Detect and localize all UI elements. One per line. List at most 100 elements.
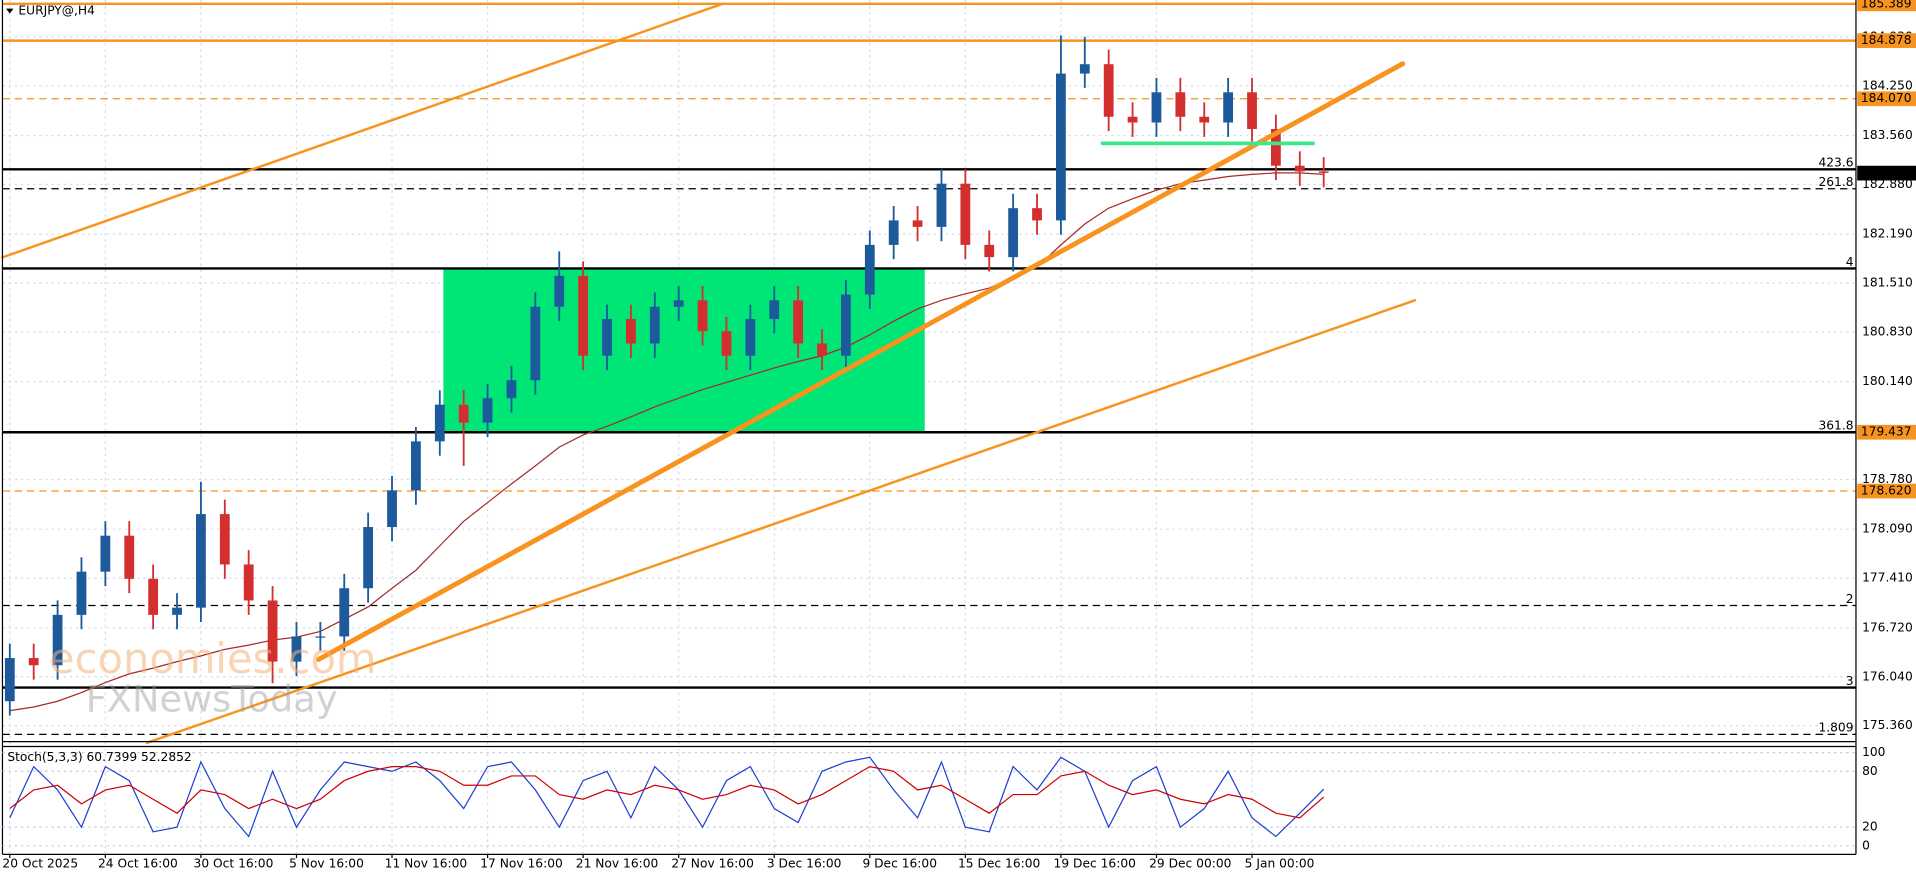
candle-body: [1294, 165, 1305, 172]
level-tag: 3: [1846, 674, 1854, 688]
candle-body: [554, 275, 565, 307]
candle-body: [721, 331, 732, 356]
y-tick-label: 180.830: [1862, 324, 1913, 338]
price-box: [1857, 91, 1916, 107]
x-tick-label: 30 Oct 16:00: [194, 857, 274, 871]
candle-body: [411, 441, 421, 491]
y-tick-label: 180.140: [1862, 374, 1913, 388]
candle-body: [626, 319, 636, 344]
y-tick-label: 177.410: [1862, 571, 1913, 585]
candle-body: [76, 571, 87, 615]
price-box-label: 179.437: [1861, 425, 1912, 439]
candle-body: [1103, 64, 1114, 117]
y-tick-label: 181.510: [1862, 276, 1913, 290]
candle-body: [315, 636, 326, 638]
x-tick-label: 20 Oct 2025: [2, 857, 78, 871]
level-tag: 361.8: [1818, 419, 1853, 433]
candle-body: [28, 658, 39, 666]
x-tick-label: 19 Dec 16:00: [1054, 857, 1136, 871]
candle-body: [1199, 116, 1210, 123]
y-tick-label: 0: [1862, 838, 1870, 852]
candle-body: [1223, 92, 1234, 123]
candle-body: [243, 564, 254, 601]
price-box-label: 178.620: [1861, 484, 1912, 498]
x-tick-label: 27 Nov 16:00: [671, 857, 754, 871]
candle-body: [387, 490, 397, 528]
x-tick-label: 15 Dec 16:00: [958, 857, 1040, 871]
y-tick-label: 20: [1862, 820, 1878, 834]
y-tick-label: 184.250: [1862, 78, 1913, 92]
candle-body: [1056, 73, 1066, 221]
candle-body: [673, 300, 684, 307]
candle-body: [52, 614, 63, 666]
candle-body: [1127, 116, 1138, 123]
x-tick-label: 24 Oct 16:00: [98, 857, 178, 871]
candle-body: [888, 220, 899, 245]
candle-body: [1247, 92, 1257, 129]
chart-title: EURJPY@,H4: [18, 4, 95, 18]
price-box: [1857, 33, 1916, 48]
price-box-label: 183.037: [1861, 166, 1912, 180]
candle-body: [530, 306, 541, 381]
x-tick-label: 5 Nov 16:00: [289, 857, 364, 871]
y-tick-label: 178.780: [1862, 472, 1913, 486]
trendline: [315, 61, 1406, 662]
moving-average: [9, 172, 1324, 712]
candle-body: [506, 380, 517, 399]
level-tag: 261.8: [1818, 175, 1853, 189]
x-tick-label: 17 Nov 16:00: [480, 857, 563, 871]
price-box: [1857, 483, 1916, 499]
candle-body: [100, 535, 111, 572]
candle-body: [219, 514, 230, 565]
candle-body: [434, 404, 445, 442]
candle-body: [769, 300, 780, 320]
y-tick-label: 178.090: [1862, 522, 1913, 536]
price-box: [1857, 424, 1916, 440]
candle-body: [841, 294, 851, 356]
candle-body: [291, 636, 302, 662]
candle-body: [864, 244, 875, 295]
price-box-label: 185.389: [1861, 0, 1912, 10]
x-tick-label: 29 Dec 00:00: [1149, 857, 1231, 871]
candle-body: [936, 183, 947, 227]
candle-body: [649, 306, 660, 344]
x-tick-label: 5 Jan 00:00: [1245, 857, 1315, 871]
y-tick-label: 176.040: [1862, 669, 1913, 683]
price-box-label: 184.878: [1861, 33, 1912, 47]
price-box-label: 184.070: [1861, 91, 1912, 105]
candle-body: [1008, 208, 1019, 258]
candle-body: [697, 300, 708, 332]
y-tick-label: 182.190: [1862, 227, 1913, 241]
indicator-line: [9, 765, 1325, 819]
candle-body: [817, 343, 827, 356]
candle-body: [4, 658, 15, 702]
price-box: [1857, 165, 1916, 181]
candle-body: [1032, 208, 1042, 221]
trendline: [145, 299, 1417, 745]
candle-body: [1151, 92, 1162, 123]
level-tag: 2: [1846, 592, 1854, 606]
candle-body: [196, 514, 206, 608]
candle-body: [912, 220, 923, 227]
candle-body: [458, 404, 469, 423]
candle-body: [1175, 92, 1186, 117]
y-tick-label: 176.720: [1862, 620, 1913, 634]
watermark: economies.com: [49, 634, 377, 683]
candle-body: [1318, 171, 1329, 173]
indicator-line: [9, 756, 1325, 838]
menu-triangle: [6, 8, 14, 14]
candle-body: [578, 275, 589, 356]
y-tick-label: 175.360: [1862, 718, 1913, 732]
candle-body: [1271, 128, 1281, 166]
price-box: [1857, 0, 1916, 12]
level-tag: 423.6: [1818, 156, 1853, 170]
x-tick-label: 21 Nov 16:00: [576, 857, 659, 871]
x-tick-label: 3 Dec 16:00: [767, 857, 842, 871]
candle-body: [984, 244, 995, 258]
y-tick-label: 80: [1862, 764, 1878, 778]
candle-body: [793, 300, 804, 344]
candle-body: [339, 588, 350, 637]
